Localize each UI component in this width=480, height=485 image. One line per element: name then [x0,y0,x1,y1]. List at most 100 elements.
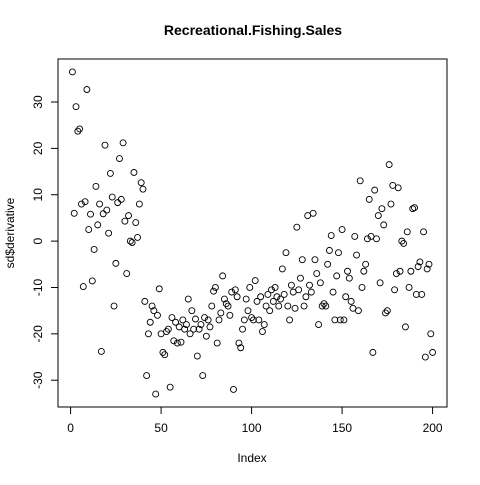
y-tick-label: 0 [31,237,45,244]
y-tick-label: -10 [31,278,45,296]
point [373,235,380,243]
point [416,258,424,266]
point [182,321,190,329]
point [193,352,201,360]
point [235,339,243,347]
point [103,206,111,214]
point [128,239,136,246]
point [173,339,181,347]
point [105,229,113,237]
point [277,295,285,303]
point [394,184,402,192]
point [219,272,227,280]
point [168,314,176,322]
point [362,260,370,268]
point [161,351,169,359]
point [420,228,427,236]
point [132,219,140,227]
point [271,284,279,291]
point [347,297,355,305]
point [403,228,411,236]
point [322,302,330,310]
point [231,286,239,294]
point [358,284,366,291]
point [391,286,399,294]
chart-title: Recreational.Fishing.Sales [164,22,342,38]
point [351,233,359,240]
point [116,155,123,163]
point [327,232,335,239]
point [400,239,408,247]
point [249,316,257,324]
y-tick-label: 20 [31,141,45,155]
point [130,169,138,176]
point [68,68,76,76]
point [188,307,196,315]
point [315,321,323,329]
point [230,386,237,393]
point [108,193,116,201]
point [190,325,198,333]
point [217,309,225,317]
point [429,348,437,356]
point [246,284,254,291]
point [197,321,205,329]
point [401,323,409,331]
point [333,272,341,280]
point [163,328,170,335]
point [141,297,149,305]
point [266,307,274,315]
y-tick-label: -20 [31,325,45,343]
point [117,195,125,203]
point [273,293,281,301]
point [213,339,221,347]
point [392,270,400,278]
point [374,212,382,220]
point [345,274,353,282]
point [210,287,218,295]
point [248,314,256,322]
point [155,285,163,293]
point [88,277,96,285]
x-tick-label: 50 [154,421,168,435]
x-tick-label: 150 [332,421,352,435]
point [313,270,321,278]
point [260,321,268,329]
point [152,390,160,398]
point [324,260,332,268]
point [166,383,174,391]
point [94,221,102,229]
point [396,267,404,275]
point [311,256,319,264]
point [365,195,373,203]
point [228,288,236,296]
point [148,302,156,310]
point [78,200,85,208]
point [164,325,172,333]
x-tick-label: 200 [423,421,443,435]
point [411,204,418,212]
point [81,198,89,206]
point [356,177,364,185]
point [195,325,203,333]
point [251,277,259,284]
point [110,302,118,310]
point [425,260,433,268]
point [309,209,317,217]
point [257,293,265,301]
point [278,265,286,273]
x-axis-label: Index [237,451,266,465]
point [170,337,178,345]
point [363,235,371,243]
point [300,302,308,310]
point [159,348,167,356]
point [293,223,301,231]
point [360,267,368,275]
point [329,288,337,296]
point [237,344,245,352]
point [378,205,386,213]
point [201,314,208,322]
point [340,316,348,324]
point [90,246,98,253]
